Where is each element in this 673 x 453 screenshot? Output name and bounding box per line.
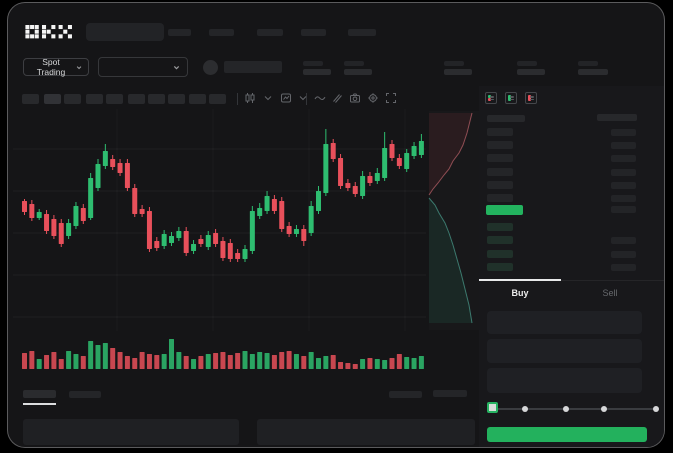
okx-logo[interactable]	[23, 25, 75, 39]
ask-row-6-amount	[611, 195, 636, 202]
buy-submit-button[interactable]	[487, 427, 647, 442]
timeframe-button-10[interactable]	[209, 94, 226, 104]
ask-row-1-price[interactable]	[487, 128, 513, 136]
bid-row-2-price[interactable]	[487, 236, 513, 244]
ask-row-5-price[interactable]	[487, 181, 513, 189]
order-input-2[interactable]	[487, 339, 642, 363]
timeframe-button-4[interactable]	[86, 94, 103, 104]
slider-stop-3[interactable]	[563, 406, 569, 412]
chevron-down-icon	[76, 65, 82, 69]
orderbook-bids-view-icon[interactable]	[505, 92, 517, 104]
ticker-stat-1-value	[303, 69, 331, 75]
toolbar-divider	[237, 93, 238, 105]
timeframe-button-1[interactable]	[22, 94, 39, 104]
app-window: Spot Trading Buy Sell	[7, 2, 665, 448]
bottom-tab-2[interactable]	[69, 391, 101, 398]
ticker-stat-4-value	[517, 69, 545, 75]
timeframe-button-7[interactable]	[148, 94, 165, 104]
pair-name-placeholder	[224, 61, 282, 73]
last-price-badge	[486, 205, 523, 215]
bottom-right-placeholder-1[interactable]	[389, 391, 422, 398]
ticker-stat-3-value	[444, 69, 472, 75]
search-bar-placeholder[interactable]	[86, 23, 164, 41]
slider-stop-5[interactable]	[653, 406, 659, 412]
ticker-stat-2-label	[344, 61, 364, 66]
ask-row-3-price[interactable]	[487, 154, 513, 162]
ask-row-2-amount	[611, 142, 636, 149]
slider-stop-4[interactable]	[601, 406, 607, 412]
market-type-label: Spot Trading	[36, 57, 66, 77]
orderbook-all-view-icon[interactable]	[485, 92, 497, 104]
timeframe-button-2[interactable]	[44, 94, 61, 104]
ask-row-2-price[interactable]	[487, 141, 513, 149]
bid-row-4-amount	[611, 264, 636, 271]
timeframe-button-6[interactable]	[128, 94, 145, 104]
ticker-stat-2-value	[344, 69, 372, 75]
pair-selector-dropdown[interactable]	[98, 57, 188, 77]
ticker-stat-4-label	[517, 61, 537, 66]
bid-row-1-price[interactable]	[487, 223, 513, 231]
timeframe-button-9[interactable]	[189, 94, 206, 104]
slider-stop-2[interactable]	[522, 406, 528, 412]
last-price-amount	[611, 206, 636, 213]
tab-buy[interactable]: Buy	[511, 288, 529, 298]
orderbook-header-amount	[597, 114, 637, 121]
bid-row-4-price[interactable]	[487, 263, 513, 271]
ask-row-4-price[interactable]	[487, 168, 513, 176]
tabs-divider	[479, 280, 664, 281]
orderbook-asks-view-icon[interactable]	[525, 92, 537, 104]
ticker-stat-5-value	[578, 69, 608, 75]
tab-sell[interactable]: Sell	[602, 288, 618, 298]
ask-row-5-amount	[611, 182, 636, 189]
nav-item-1[interactable]	[168, 29, 191, 36]
bottom-table-2	[257, 419, 475, 445]
bottom-right-placeholder-2[interactable]	[433, 390, 467, 397]
bid-row-3-price[interactable]	[487, 250, 513, 258]
amount-slider-track[interactable]	[491, 408, 656, 410]
bid-row-3-amount	[611, 251, 636, 258]
bottom-tab-active-indicator	[23, 403, 56, 405]
ticker-stat-3-label	[444, 61, 464, 66]
ask-row-3-amount	[611, 155, 636, 162]
buy-tab-active-indicator	[479, 279, 561, 281]
nav-item-3[interactable]	[257, 29, 283, 36]
ticker-stat-1-label	[303, 61, 323, 66]
chevron-down-icon	[173, 65, 180, 70]
ask-row-1-amount	[611, 129, 636, 136]
bottom-table-1	[23, 419, 239, 445]
ticker-stat-5-label	[578, 61, 598, 66]
nav-item-2[interactable]	[209, 29, 234, 36]
orderbook-header-price	[487, 115, 525, 122]
market-type-dropdown[interactable]: Spot Trading	[23, 57, 89, 77]
bid-row-2-amount	[611, 237, 636, 244]
price-chart[interactable]	[8, 3, 665, 448]
nav-item-5[interactable]	[348, 29, 376, 36]
ask-row-6-price[interactable]	[487, 194, 513, 202]
amount-slider-handle[interactable]	[487, 402, 498, 413]
nav-item-4[interactable]	[301, 29, 326, 36]
bottom-tab-1[interactable]	[23, 390, 56, 398]
coin-icon	[203, 60, 218, 75]
ask-row-4-amount	[611, 169, 636, 176]
order-input-3[interactable]	[487, 368, 642, 393]
toolbar-divider	[306, 93, 307, 105]
timeframe-button-3[interactable]	[64, 94, 81, 104]
timeframe-button-5[interactable]	[106, 94, 123, 104]
order-input-1[interactable]	[487, 311, 642, 334]
timeframe-button-8[interactable]	[168, 94, 185, 104]
